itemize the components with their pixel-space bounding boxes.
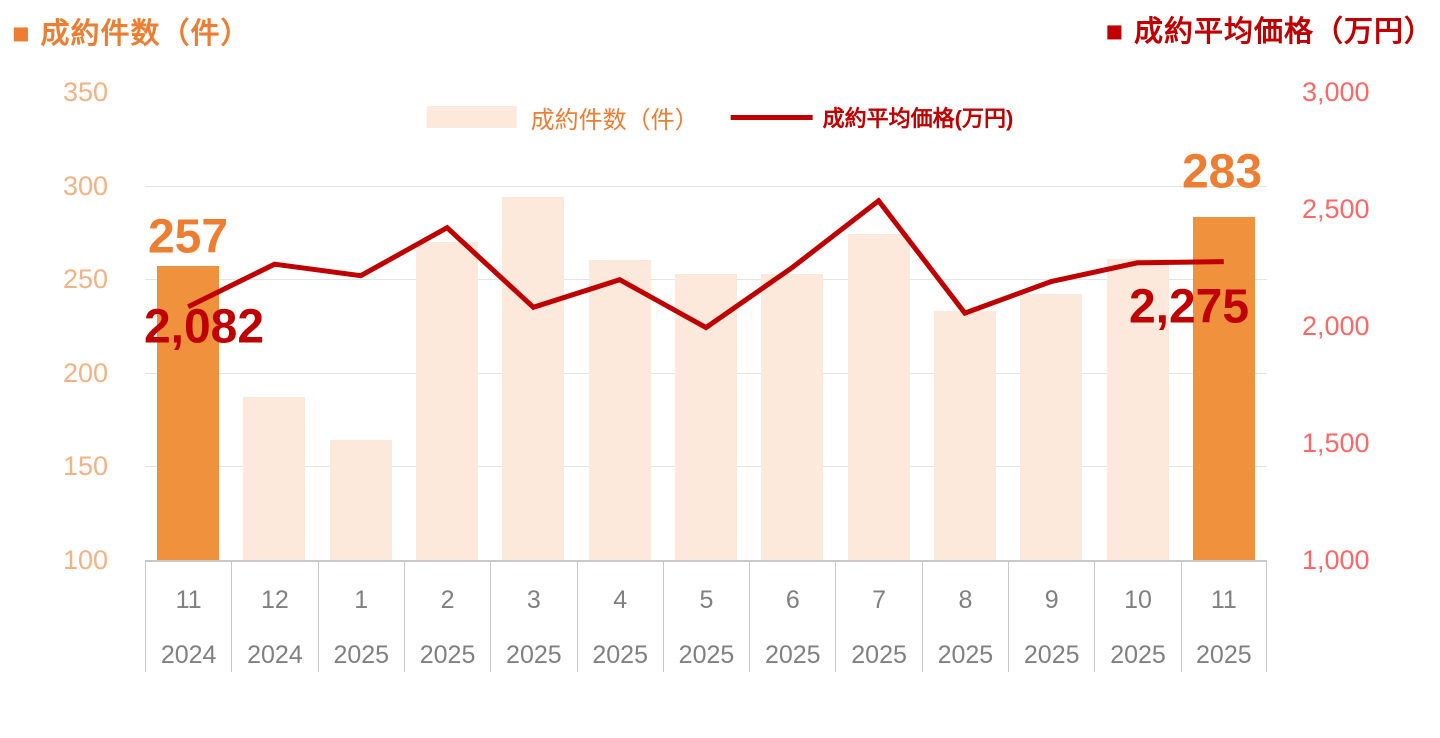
x-axis-cell-2025-2: 2 2025 (403, 562, 490, 672)
bar-2025-1 (329, 440, 392, 560)
x-tick-year: 2025 (333, 641, 390, 669)
right-axis-tick-2000: 2,000 (1302, 311, 1370, 341)
x-tick-year: 2024 (247, 641, 303, 669)
x-tick-month: 3 (526, 586, 541, 614)
data-label-257: 257 (147, 210, 229, 264)
right-axis-title-text: 成約平均価格（万円） (1133, 16, 1434, 48)
x-tick-year: 2025 (1110, 641, 1166, 669)
x-tick-year: 2025 (678, 641, 735, 669)
x-tick-month: 6 (785, 586, 800, 614)
x-axis-cell-2025-7: 7 2025 (835, 562, 921, 672)
x-tick-year: 2024 (160, 641, 217, 669)
x-tick-year: 2025 (764, 641, 821, 669)
bar-2025-7 (847, 234, 910, 560)
bar-2025-4 (588, 260, 651, 560)
left-axis-title-text: 成約件数（件） (40, 18, 251, 50)
x-axis-cell-2024-11: 11 2024 (145, 562, 231, 672)
right-axis-tick-1000: 1,000 (1302, 545, 1370, 575)
x-tick-month: 12 (261, 586, 289, 614)
left-axis-tick-150: 150 (62, 451, 108, 482)
x-tick-year: 2025 (1196, 641, 1252, 669)
x-tick-year: 2025 (419, 641, 476, 669)
legend-item-line-series: 成約平均価格(万円) (730, 101, 1014, 133)
x-axis-cell-2025-6: 6 2025 (749, 562, 835, 672)
data-label-2275: 2,275 (1128, 280, 1250, 334)
x-tick-year: 2025 (1023, 641, 1080, 669)
right-axis-tick-2500: 2,500 (1302, 194, 1370, 224)
red-square-icon: ■ (1105, 16, 1124, 48)
right-axis-title: ■ 成約平均価格（万円） (1105, 8, 1434, 50)
left-axis-tick-250: 250 (62, 264, 108, 295)
bar-2025-3 (502, 196, 565, 560)
x-tick-month: 1 (354, 586, 369, 614)
bar-2025-6 (761, 273, 824, 560)
x-tick-month: 2 (440, 586, 455, 614)
gridline-300 (145, 185, 1267, 187)
x-axis-cell-2025-10: 10 2025 (1094, 562, 1180, 672)
x-axis-cell-2025-1: 1 2025 (317, 562, 404, 672)
bar-2025-9 (1020, 294, 1083, 560)
x-axis-cell-2025-3: 3 2025 (490, 562, 576, 672)
x-tick-year: 2025 (592, 641, 648, 669)
right-axis-tick-1500: 1,500 (1302, 428, 1370, 458)
data-label-2082: 2,082 (143, 300, 265, 354)
x-tick-month: 11 (175, 586, 202, 614)
x-tick-month: 5 (699, 586, 714, 614)
left-axis-tick-300: 300 (62, 170, 108, 201)
left-axis-tick-350: 350 (62, 77, 108, 107)
line-series-swatch (730, 114, 813, 120)
bar-series-swatch (426, 106, 517, 128)
x-tick-month: 9 (1044, 586, 1059, 614)
bar-2025-2 (416, 241, 479, 560)
x-tick-month: 7 (872, 586, 887, 614)
x-tick-month: 4 (613, 586, 628, 614)
x-tick-year: 2025 (851, 641, 907, 669)
x-tick-month: 10 (1124, 586, 1152, 614)
bar-2025-8 (933, 311, 996, 560)
left-axis-title: ■ 成約件数（件） (12, 10, 251, 52)
x-axis-line (145, 560, 1267, 562)
right-axis-tick-3000: 3,000 (1302, 77, 1370, 107)
x-axis-cell-2025-9: 9 2025 (1008, 562, 1094, 672)
x-axis-cell-2025-11: 11 2025 (1180, 562, 1267, 672)
bar-series-legend-label: 成約件数（件） (530, 106, 699, 134)
orange-square-icon: ■ (12, 18, 31, 50)
legend: 成約件数（件） 成約平均価格(万円) (426, 96, 1014, 138)
line-series-legend-label: 成約平均価格(万円) (822, 106, 1014, 131)
legend-item-bar-series: 成約件数（件） (426, 100, 699, 135)
x-axis-cell-2025-5: 5 2025 (662, 562, 749, 672)
bar-2024-12 (243, 397, 306, 560)
x-tick-month: 11 (1210, 586, 1237, 614)
bar-2025-5 (675, 273, 737, 560)
left-axis-tick-200: 200 (62, 357, 108, 388)
x-axis-cell-2025-4: 4 2025 (576, 562, 663, 672)
x-axis-cell-2025-8: 8 2025 (921, 562, 1008, 672)
bar-2025-11 (1192, 217, 1255, 560)
x-tick-year: 2025 (937, 641, 994, 669)
left-axis-tick-100: 100 (62, 545, 108, 575)
data-label-283: 283 (1181, 145, 1263, 199)
x-tick-month: 8 (958, 586, 973, 614)
x-tick-year: 2025 (506, 641, 562, 669)
x-axis-cell-2024-12: 12 2024 (231, 562, 317, 672)
